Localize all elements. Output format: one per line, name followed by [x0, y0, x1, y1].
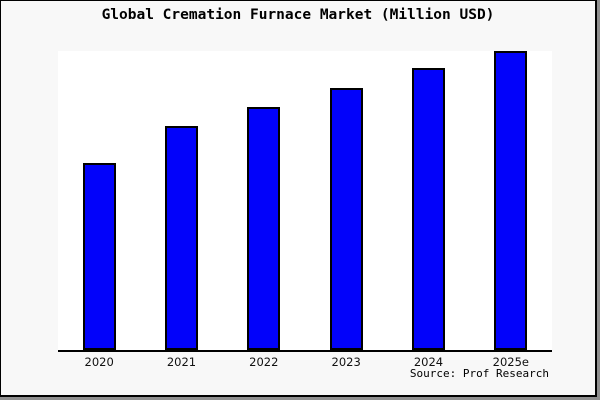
bar-2022	[247, 106, 281, 350]
x-tick-label-2023: 2023	[331, 355, 361, 369]
x-tick-label-2020: 2020	[84, 355, 114, 369]
x-tick-label-2024: 2024	[413, 355, 444, 369]
bars-layer	[58, 51, 552, 350]
bar-slot	[58, 51, 140, 350]
x-tick-label-2021: 2021	[166, 355, 197, 369]
bar-slot	[223, 51, 305, 350]
chart-title: Global Cremation Furnace Market (Million…	[101, 7, 495, 23]
bar-2023	[329, 88, 363, 350]
plot-area	[58, 51, 552, 352]
x-tick-label-2025e: 2025e	[492, 355, 529, 369]
bar-slot	[387, 51, 469, 350]
bar-2025e	[494, 51, 528, 350]
source-note: Source: Prof Research	[409, 367, 549, 380]
x-axis-labels: 2020 2021 2022 2023 2024 2025e	[58, 355, 552, 371]
x-tick-label-2022: 2022	[249, 355, 279, 369]
bar-2020	[82, 163, 116, 350]
bar-2024	[411, 68, 445, 350]
bar-slot	[305, 51, 387, 350]
bar-slot	[470, 51, 552, 350]
bar-slot	[140, 51, 222, 350]
bar-2021	[164, 125, 198, 350]
